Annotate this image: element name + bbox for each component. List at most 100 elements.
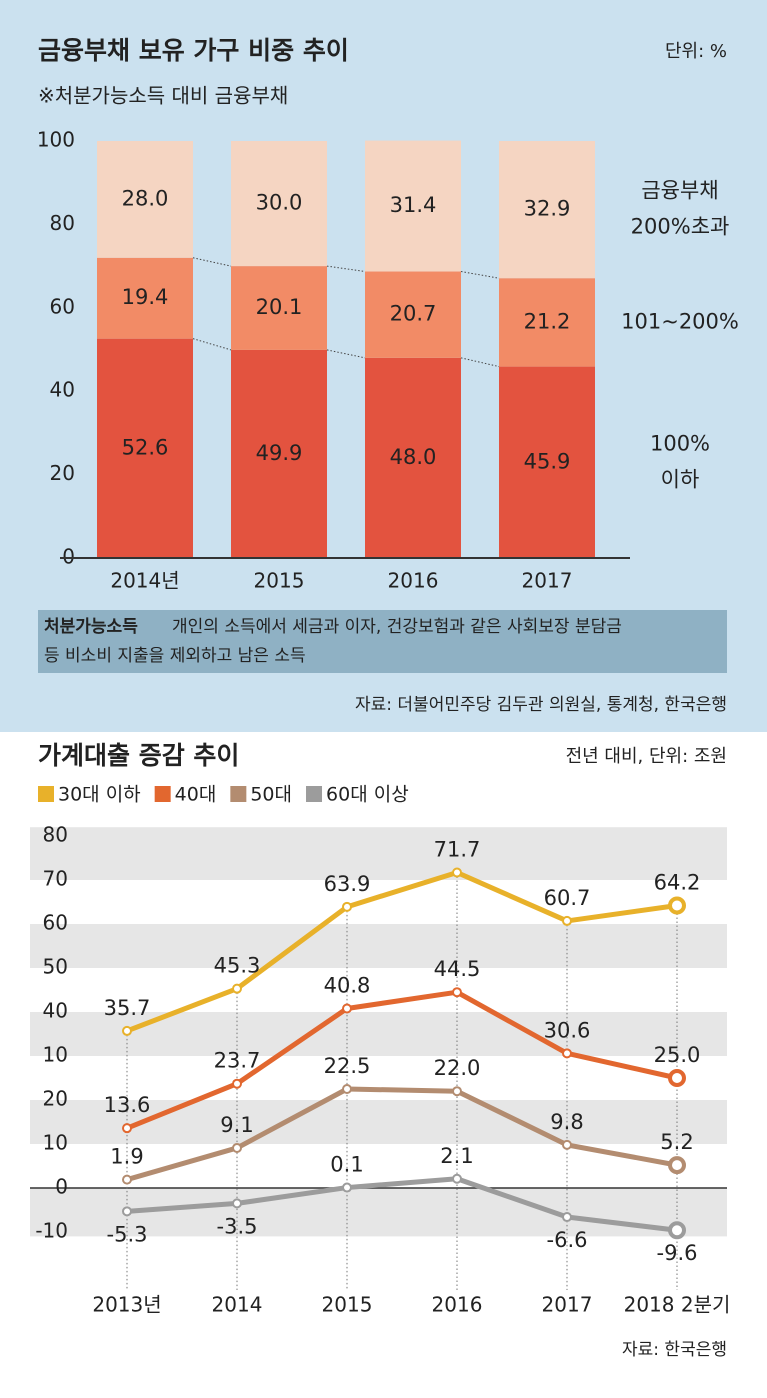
point <box>562 1139 572 1150</box>
bar-segment <box>365 357 461 558</box>
y-tick-label: 20 <box>43 1087 68 1111</box>
y-tick-label: 10 <box>43 1043 68 1067</box>
legend-label: 101~200% <box>621 309 739 333</box>
x-tick-label: 2017 <box>522 569 573 593</box>
point <box>232 1142 242 1153</box>
legend-label: 50대 <box>250 784 292 806</box>
bar-segment <box>499 366 595 558</box>
unit: 단위: % <box>665 41 727 62</box>
point <box>668 1221 686 1240</box>
value-label: 9.1 <box>220 1113 253 1137</box>
value-label: 49.9 <box>256 441 303 465</box>
value-label: 45.3 <box>214 954 261 978</box>
x-tick-label: 2015 <box>254 569 305 593</box>
y-tick-label: 40 <box>50 378 75 402</box>
point <box>668 1069 686 1087</box>
line <box>126 989 678 1131</box>
value-label: 44.5 <box>434 957 481 981</box>
line <box>126 870 678 1034</box>
value-label: 13.6 <box>104 1093 151 1117</box>
y-tick-label: 10 <box>43 1131 68 1155</box>
note-text: 개인의 소득에서 세금과 이자, 건강보험과 같은 사회보장 분담금 <box>172 617 622 637</box>
grid-band <box>30 924 727 968</box>
grid-band <box>30 1232 727 1237</box>
subtitle: ※처분가능소득 대비 금융부채 <box>38 84 288 108</box>
value-label: 45.9 <box>524 449 571 473</box>
value-label: 23.7 <box>214 1049 261 1073</box>
legend-label: 금융부채 200%초과 <box>631 179 730 239</box>
point <box>122 1025 132 1036</box>
connector <box>326 265 366 273</box>
value-label: 40.8 <box>324 973 371 997</box>
connector <box>460 271 500 279</box>
value-label: 52.6 <box>122 435 169 459</box>
legend-label: 30대 이하 <box>58 784 141 806</box>
y-tick-label: 40 <box>43 999 68 1023</box>
source: 자료: 한국은행 <box>622 1340 727 1360</box>
point <box>342 1003 352 1014</box>
bar-segment <box>231 141 327 267</box>
x-tick-label: 2015 <box>322 1293 373 1317</box>
value-label: 64.2 <box>654 871 701 895</box>
line <box>126 1176 678 1233</box>
y-tick-label: -10 <box>35 1219 68 1243</box>
point <box>232 983 242 994</box>
y-tick-label: 0 <box>62 545 75 569</box>
point <box>122 1206 132 1217</box>
x-tick-label: 2014 <box>212 1293 263 1317</box>
point <box>342 901 352 912</box>
y-tick-label: 60 <box>50 294 75 318</box>
point <box>668 896 686 915</box>
legend-swatch <box>230 786 247 802</box>
legend-swatch <box>154 786 171 802</box>
source: 자료: 더불어민주당 김두관 의원실, 통계청, 한국은행 <box>355 695 727 715</box>
value-label: 22.0 <box>434 1056 481 1080</box>
value-label: 2.1 <box>440 1144 473 1168</box>
grid-band <box>30 827 727 880</box>
point <box>122 1174 132 1185</box>
x-tick-label: 2016 <box>388 569 439 593</box>
value-label: 9.8 <box>550 1110 583 1134</box>
value-label: 35.7 <box>104 996 151 1020</box>
chart-title: 가계대출 증감 추이 <box>38 741 239 770</box>
y-tick-label: 80 <box>50 211 75 235</box>
y-tick-label: 0 <box>55 1175 68 1199</box>
point <box>562 1212 572 1223</box>
connector <box>192 257 232 267</box>
connector <box>460 357 500 368</box>
bar-segment <box>365 271 461 358</box>
bar-segment <box>97 338 193 558</box>
point <box>232 1198 242 1209</box>
note-text: 등 비소비 지출을 제외하고 남은 소득 <box>44 646 306 666</box>
value-label: 30.6 <box>544 1018 591 1042</box>
point <box>122 1123 132 1134</box>
value-label: 60.7 <box>544 886 591 910</box>
line <box>126 1086 678 1183</box>
value-label: -3.5 <box>217 1214 258 1238</box>
x-tick-label: 2013년 <box>92 1293 161 1317</box>
value-label: -5.3 <box>107 1222 148 1246</box>
point <box>342 1182 352 1193</box>
y-tick-label: 100 <box>37 128 75 152</box>
y-tick-label: 70 <box>43 867 68 891</box>
connector <box>326 349 366 359</box>
y-tick-label: 80 <box>43 823 68 847</box>
point <box>452 1173 462 1184</box>
value-label: -9.6 <box>657 1241 698 1265</box>
bar-segment <box>231 266 327 350</box>
chart-title: 금융부채 보유 가구 비중 추이 <box>38 36 349 65</box>
legend-label: 40대 <box>175 784 217 806</box>
value-label: 21.2 <box>524 309 571 333</box>
bar-segment <box>231 349 327 558</box>
value-label: 1.9 <box>110 1145 143 1169</box>
value-label: 63.9 <box>324 872 371 896</box>
x-tick-label: 2017 <box>542 1293 593 1317</box>
legend-swatch <box>38 786 54 802</box>
legend-label: 100% 이하 <box>650 431 710 491</box>
x-tick-label: 2014년 <box>110 569 179 593</box>
point <box>232 1078 242 1089</box>
value-label: 20.7 <box>390 302 437 326</box>
point <box>668 1156 686 1175</box>
bar-segment <box>499 141 595 279</box>
